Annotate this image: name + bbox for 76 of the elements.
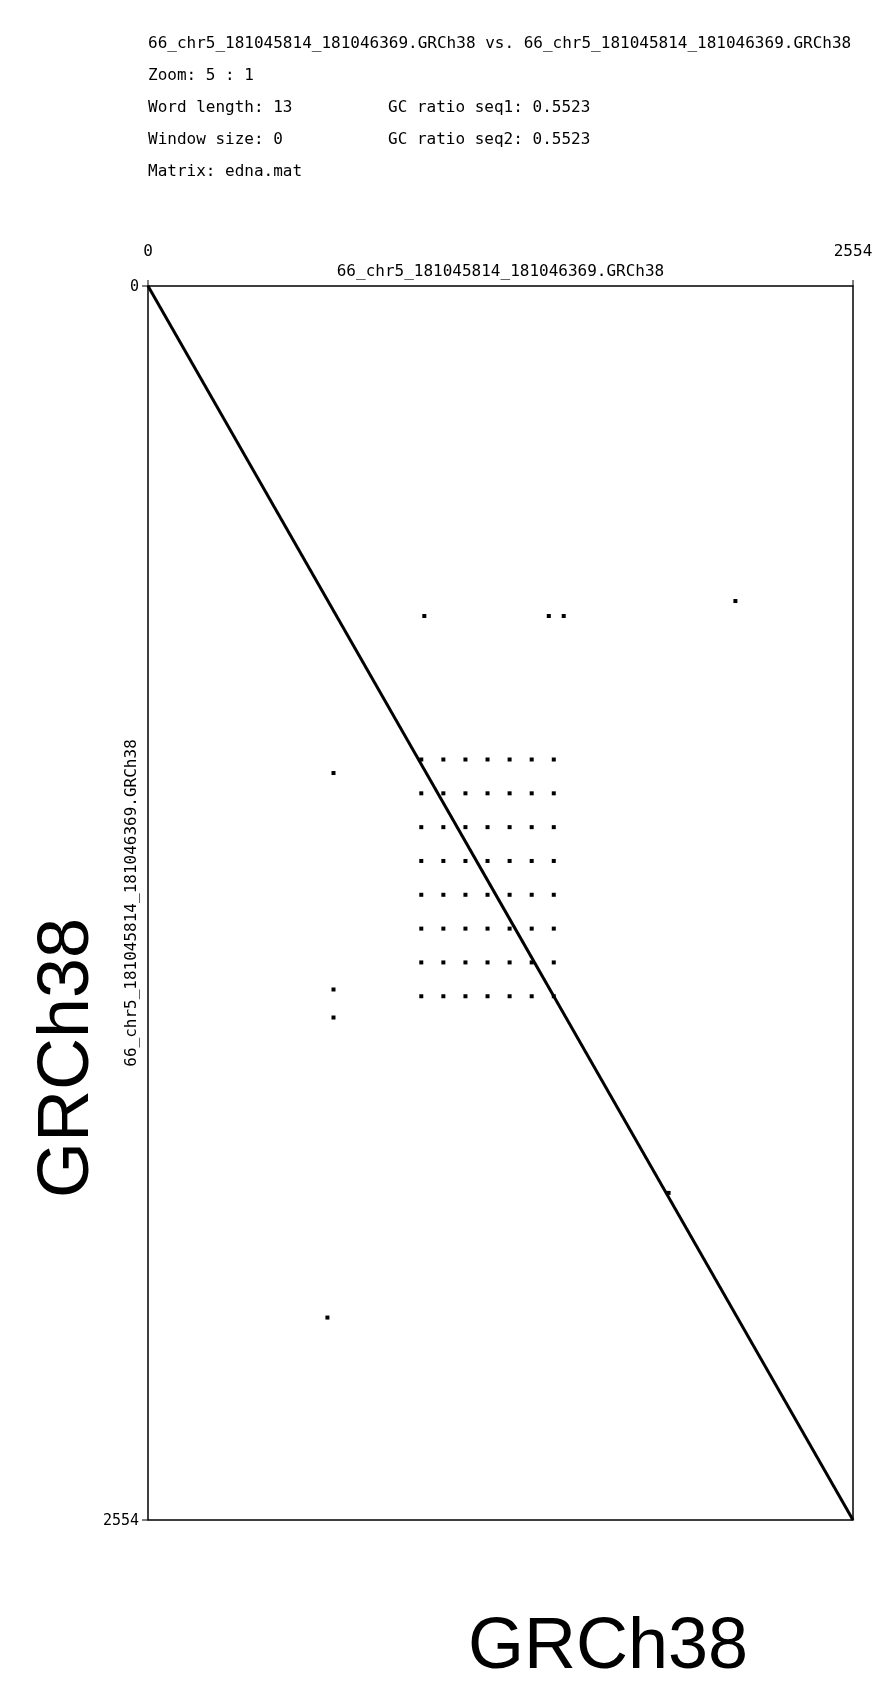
point xyxy=(529,825,534,830)
point xyxy=(507,994,512,999)
point xyxy=(441,960,446,965)
point xyxy=(441,757,446,762)
point xyxy=(507,926,512,931)
point xyxy=(529,960,534,965)
point xyxy=(463,791,468,796)
point xyxy=(485,757,490,762)
point xyxy=(419,994,424,999)
point xyxy=(331,771,336,776)
point xyxy=(485,892,490,897)
point xyxy=(529,892,534,897)
point xyxy=(463,858,468,863)
point xyxy=(551,892,556,897)
point xyxy=(485,825,490,830)
point xyxy=(733,599,738,604)
point xyxy=(546,614,551,618)
point xyxy=(529,858,534,863)
point xyxy=(485,858,490,863)
chart-title: 66_chr5_181045814_181046369.GRCh38 vs. 66_chr5_181045814_181046369.GRCh38 xyxy=(148,33,852,52)
point xyxy=(551,994,556,999)
point xyxy=(463,892,468,897)
point xyxy=(422,614,427,618)
point xyxy=(463,960,468,965)
point xyxy=(463,926,468,931)
point xyxy=(441,791,446,796)
point xyxy=(419,825,424,830)
point xyxy=(419,960,424,965)
text: GC ratio seq2: 0.5523 xyxy=(388,129,591,148)
point xyxy=(485,960,490,965)
point xyxy=(463,825,468,830)
point xyxy=(551,926,556,931)
point xyxy=(485,791,490,796)
text: Zoom: 5 : 1 xyxy=(148,65,254,84)
point xyxy=(463,994,468,999)
point xyxy=(331,1015,336,1020)
point xyxy=(441,926,446,931)
point xyxy=(441,892,446,897)
point xyxy=(419,791,424,796)
point xyxy=(561,614,566,618)
point xyxy=(507,960,512,965)
x-axis-title: 66_chr5_181045814_181046369.GRCh38 xyxy=(336,261,665,280)
point xyxy=(529,926,534,931)
point xyxy=(507,892,512,897)
point xyxy=(441,825,446,830)
point xyxy=(551,791,556,796)
point xyxy=(419,757,424,762)
point xyxy=(529,791,534,796)
point xyxy=(507,757,512,762)
point xyxy=(485,994,490,999)
point xyxy=(441,858,446,863)
text: Matrix: edna.mat xyxy=(148,161,303,180)
point xyxy=(529,994,534,999)
point xyxy=(419,892,424,897)
point xyxy=(441,994,446,999)
point xyxy=(325,1315,330,1320)
text: GRCh38 xyxy=(467,1603,749,1683)
text: GRCh38 xyxy=(23,917,103,1199)
text: GC ratio seq1: 0.5523 xyxy=(388,97,591,116)
point xyxy=(551,858,556,863)
point xyxy=(463,757,468,762)
point xyxy=(419,858,424,863)
text: Window size: 0 xyxy=(148,129,283,148)
point xyxy=(666,1190,671,1195)
y-axis-title: 66_chr5_181045814_181046369.GRCh38 xyxy=(121,739,140,1067)
point xyxy=(551,825,556,830)
point xyxy=(485,926,490,931)
text: Word length: 13 xyxy=(148,97,293,116)
point xyxy=(507,858,512,863)
point xyxy=(507,825,512,830)
point xyxy=(551,757,556,762)
point xyxy=(419,926,424,931)
point xyxy=(331,987,336,992)
point xyxy=(529,757,534,762)
point xyxy=(507,791,512,796)
point xyxy=(551,960,556,965)
